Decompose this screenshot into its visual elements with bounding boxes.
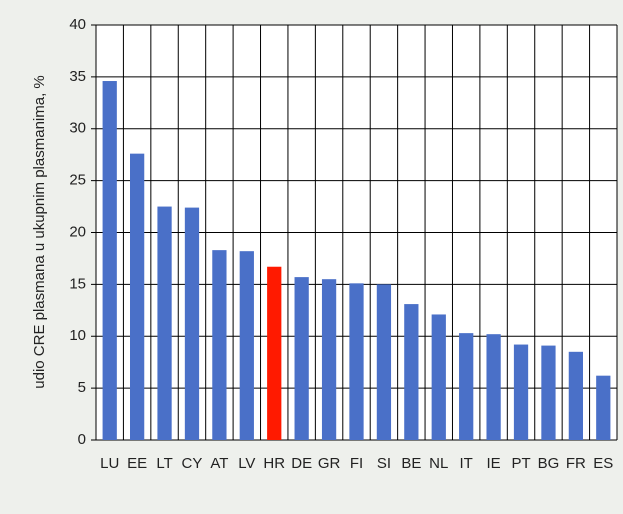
x-tick-label: ES [593, 455, 613, 472]
x-tick-label: BE [401, 455, 421, 472]
bar [568, 351, 583, 440]
bar [267, 266, 282, 440]
y-tick-label: 35 [69, 68, 86, 85]
x-tick-label: IT [460, 455, 473, 472]
bar [486, 334, 501, 440]
bar [404, 304, 419, 440]
x-tick-label: FI [350, 455, 363, 472]
y-tick-label: 10 [69, 327, 86, 344]
x-tick-label: EE [127, 455, 147, 472]
x-tick-label: BG [538, 455, 560, 472]
bar [459, 333, 474, 440]
x-tick-label: LU [100, 455, 119, 472]
bar [376, 284, 392, 440]
x-tick-label: PT [511, 455, 530, 472]
bar [157, 206, 172, 440]
bar [239, 251, 254, 440]
bar [541, 345, 556, 440]
x-tick-label: FR [566, 455, 586, 472]
bar [349, 283, 364, 440]
y-tick-label: 5 [78, 379, 86, 396]
x-tick-label: AT [210, 455, 228, 472]
y-axis-label: udio CRE plasmana u ukupnim plasmanima, … [31, 75, 48, 388]
y-tick-label: 30 [69, 120, 86, 137]
x-tick-label: LT [156, 455, 172, 472]
bar [596, 375, 611, 440]
x-tick-label: IE [487, 455, 501, 472]
bar [130, 153, 145, 440]
x-tick-label: SI [377, 455, 391, 472]
x-tick-label: DE [291, 455, 312, 472]
y-tick-label: 40 [69, 16, 86, 33]
x-tick-label: LV [238, 455, 255, 472]
x-tick-label: GR [318, 455, 341, 472]
bar [513, 344, 529, 440]
y-tick-label: 15 [69, 275, 86, 292]
x-tick-label: CY [182, 455, 203, 472]
bar [321, 279, 337, 440]
bar [431, 314, 446, 440]
bar [102, 81, 117, 441]
bar [184, 207, 200, 440]
y-tick-label: 0 [78, 431, 86, 448]
x-tick-label: HR [263, 455, 285, 472]
x-tick-label: NL [429, 455, 448, 472]
bar [212, 250, 227, 440]
y-tick-label: 20 [69, 223, 86, 240]
bar [294, 277, 309, 440]
y-tick-label: 25 [69, 172, 86, 189]
